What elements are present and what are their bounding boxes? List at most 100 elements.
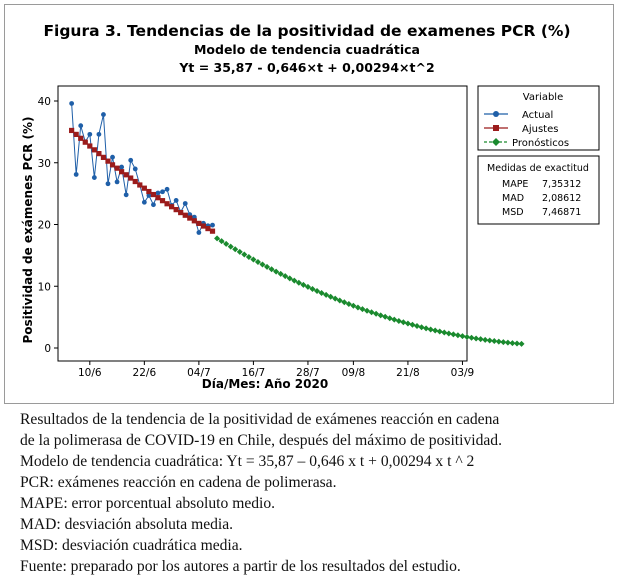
caption-line-5: MAPE: error porcentual absoluto medio. (20, 495, 276, 512)
accuracy-value-mape: 7,35312 (542, 179, 581, 190)
forecast-point (282, 273, 289, 280)
fit-point (105, 158, 111, 164)
forecast-point (264, 263, 271, 270)
actual-point (173, 198, 179, 203)
trend-chart: Figura 3. Tendencias de la positividad d… (21, 22, 600, 391)
forecast-point (377, 312, 384, 319)
fit-point (209, 228, 216, 234)
forecast-point (495, 338, 502, 345)
fit-point (164, 201, 170, 207)
caption-line-3: Modelo de tendencia cuadrática: Yt = 35,… (20, 453, 475, 470)
forecast-point (300, 281, 307, 288)
actual-point (114, 179, 120, 185)
fit-point (155, 195, 161, 201)
fit-point (132, 178, 138, 185)
forecast-point (318, 289, 325, 296)
forecast-point (304, 283, 311, 290)
fit-point (82, 139, 88, 145)
actual-point (128, 157, 134, 163)
forecast-point (327, 293, 334, 300)
fit-point (187, 215, 193, 221)
fit-point (73, 131, 79, 138)
fit-point (150, 191, 157, 198)
fit-point (200, 223, 207, 229)
chart-equation: Yt = 35,87 - 0,646×t + 0,00294×t^2 (178, 60, 434, 75)
y-axis-label: Positividad de exámenes PCR (%) (21, 116, 35, 343)
accuracy-label-msd: MSD (502, 207, 524, 218)
caption-line-8: Fuente: preparado por los autores a part… (20, 558, 461, 575)
fit-point (205, 225, 211, 232)
forecast-point (286, 275, 293, 282)
y-tick-label: 30 (38, 158, 51, 170)
forecast-point (227, 243, 234, 250)
legend-label-actual: Actual (522, 110, 553, 121)
forecast-point (414, 323, 421, 330)
actual-point (119, 164, 125, 170)
forecast-point (500, 339, 507, 346)
actual-point (155, 190, 161, 196)
forecast-point (432, 327, 439, 334)
forecast-point (386, 315, 393, 322)
accuracy-value-msd: 7,46871 (542, 207, 581, 218)
forecast-point (245, 254, 252, 261)
chart-subtitle: Modelo de tendencia cuadrática (194, 42, 420, 57)
forecast-point (250, 256, 257, 263)
x-tick-label: 04/7 (187, 367, 211, 379)
forecast-point (404, 320, 411, 327)
forecast-point (218, 238, 225, 245)
x-tick-label: 28/7 (296, 367, 320, 379)
x-axis: 10/6 22/6 04/7 16/7 28/7 09/8 21/8 03/9 (78, 361, 474, 379)
x-tick-label: 09/8 (342, 367, 366, 379)
actual-point (101, 112, 106, 117)
fit-point (173, 207, 179, 213)
legend-item-pronosticos: Pronósticos (484, 137, 569, 149)
forecast-point (459, 333, 466, 340)
forecast-point (273, 268, 280, 275)
forecast-point (504, 339, 511, 346)
forecast-point (382, 313, 389, 320)
caption-line-7: MSD: desviación cuadrática media. (20, 537, 243, 554)
actual-point (73, 172, 79, 177)
fit-point (123, 172, 129, 178)
legend-item-actual: Actual (484, 110, 553, 121)
forecast-point (491, 338, 498, 345)
caption-line-1: Resultados de la tendencia de la positiv… (20, 411, 500, 428)
forecast-point (309, 285, 316, 292)
forecast-point (395, 317, 402, 324)
legend-marker-actual (493, 111, 499, 117)
y-tick-label: 40 (38, 96, 51, 108)
actual-point (123, 192, 129, 198)
accuracy-value-mad: 2,08612 (542, 193, 581, 204)
accuracy-label-mad: MAD (502, 193, 524, 204)
series-layer (69, 101, 525, 347)
x-tick-label: 10/6 (78, 367, 102, 379)
fit-point (182, 212, 188, 218)
actual-point (141, 199, 147, 205)
actual-point (78, 123, 84, 129)
plot-area (57, 85, 468, 362)
y-tick-label: 20 (38, 220, 51, 232)
fit-point (159, 198, 166, 204)
y-tick-label: 10 (38, 281, 51, 293)
actual-point (196, 230, 202, 235)
forecast-point (513, 340, 520, 347)
fit-point (169, 204, 175, 210)
caption-line-2: de la polimerasa de COVID-19 en Chile, d… (20, 432, 502, 449)
accuracy-label-mape: MAPE (502, 179, 528, 190)
actual-point (110, 154, 115, 160)
forecast-point (277, 270, 284, 277)
forecast-point (464, 333, 470, 340)
caption-line-6: MAD: desviación absoluta media. (20, 516, 234, 533)
forecast-point (295, 279, 302, 286)
forecast-point (373, 310, 380, 317)
forecast-point (345, 301, 352, 308)
actual-point (146, 193, 152, 198)
forecast-point (236, 248, 243, 255)
legend-title: Variable (523, 92, 564, 103)
actual-point (87, 131, 93, 137)
legend-marker-pronosticos (492, 138, 500, 146)
x-axis-label: Día/Mes: Año 2020 (202, 377, 328, 391)
forecast-point (291, 277, 298, 284)
legend-item-ajustes: Ajustes (484, 124, 558, 135)
forecast-point (359, 306, 366, 313)
